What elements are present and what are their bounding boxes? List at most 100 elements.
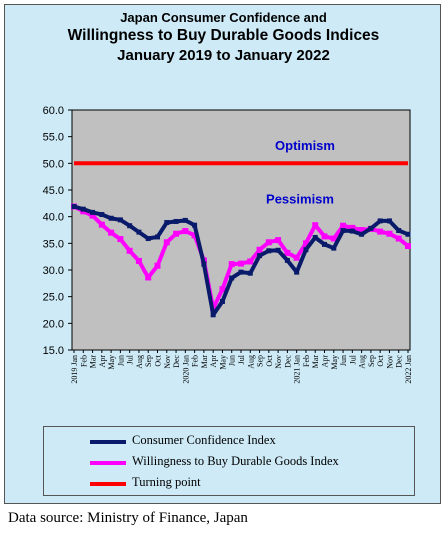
x-tick-label: Sep [256,355,265,367]
data-point [117,236,124,243]
data-point [145,236,151,242]
x-tick-label: Apr [321,355,330,368]
data-point [265,239,272,246]
x-tick-label: 2019 Jan [70,355,79,384]
data-point [349,224,356,231]
x-tick-label: Aug [358,355,367,369]
data-point [89,212,96,219]
x-tick-label: 2022 Jan [404,355,413,384]
data-point [256,246,263,253]
x-axis: 2019 Jan Feb Mar Apr May Jun Jul Aug Sep Oct Nov De… [70,350,413,384]
y-tick-label: 15.0 [43,345,64,357]
data-point [108,229,115,236]
x-tick-label: Mar [200,355,209,369]
data-point [229,275,235,281]
y-axis: 60.0 55.0 50.0 45.0 40.0 35.0 30.0 25.0 20.0 15.0 [43,105,72,357]
data-point [386,230,393,237]
data-point [405,243,411,249]
data-point [321,233,328,240]
data-point [302,240,309,247]
legend-item-consumer-confidence: Consumer Confidence Index [44,433,416,449]
x-tick-label: May [218,355,227,370]
data-point [173,230,180,237]
x-tick-label: Mar [311,355,320,369]
chart-title-line-3: January 2019 to January 2022 [117,47,330,64]
data-point [219,298,225,304]
optimism-annotation: Optimism [275,138,335,153]
data-point [99,212,105,218]
data-point [126,247,133,254]
data-point [98,221,105,228]
data-point [228,261,235,268]
data-point [377,228,384,235]
data-point [349,228,355,234]
data-point [219,286,226,293]
data-point [368,225,374,231]
x-tick-label: Feb [79,355,88,367]
x-tick-label: May [330,355,339,370]
x-tick-label: Sep [144,355,153,367]
legend-label: Turning point [132,475,201,489]
data-point [312,234,318,240]
data-point [247,258,254,265]
legend-label: Willingness to Buy Durable Goods Index [132,454,339,468]
data-point [108,215,114,221]
y-tick-label: 25.0 [43,292,64,304]
x-tick-label: May [107,355,116,370]
x-tick-label: Jun [228,355,237,366]
x-tick-label: Jun [116,355,125,366]
data-point [192,222,198,228]
data-point [90,209,96,215]
data-source-note: Data source: Ministry of Finance, Japan [8,510,248,526]
data-point [284,249,291,256]
data-point [330,235,337,242]
data-point [266,248,272,254]
series-layer [71,161,411,318]
x-tick-label: Jul [348,354,357,364]
data-point [312,222,319,229]
y-tick-label: 40.0 [43,212,64,224]
y-tick-label: 60.0 [43,105,64,117]
data-point [210,312,216,318]
x-tick-label: Feb [302,355,311,367]
data-point [303,247,309,253]
x-tick-label: Aug [135,355,144,369]
x-tick-label: Oct [376,354,385,366]
x-tick-label: Feb [191,355,200,367]
data-point [145,274,152,281]
y-tick-label: 50.0 [43,158,64,170]
data-point [396,228,402,234]
x-tick-label: Jul [126,354,135,364]
data-point [340,222,347,229]
x-tick-label: 2021 Jan [293,355,302,384]
y-tick-label: 30.0 [43,265,64,277]
legend-swatch [90,461,126,465]
y-tick-label: 20.0 [43,318,64,330]
chart-title-line-2: Willingness to Buy Durable Goods Indices [67,27,380,44]
x-tick-label: Oct [154,354,163,366]
data-point [386,218,392,224]
data-point [135,257,142,264]
x-tick-label: Jul [237,354,246,364]
data-point [163,239,170,246]
x-tick-label: Dec [283,355,292,368]
data-point [182,228,189,235]
data-point [358,227,365,233]
legend-item-turning-point: Turning point [44,475,416,491]
x-tick-label: Jun [339,355,348,366]
data-point [164,220,170,226]
y-tick-label: 55.0 [43,132,64,144]
data-point [71,204,77,210]
legend-label: Consumer Confidence Index [132,433,276,447]
chart-plot: 60.0 55.0 50.0 45.0 40.0 35.0 30.0 25.0 20.0 15.0… [43,105,413,384]
data-point [238,260,244,267]
data-point [154,262,161,269]
data-point [340,228,346,234]
legend-swatch [90,440,126,444]
x-tick-label: Dec [172,355,181,368]
data-point [359,231,365,237]
data-point [238,269,244,275]
data-point [257,253,263,259]
x-tick-label: Nov [163,355,172,369]
x-tick-label: Apr [98,355,107,368]
